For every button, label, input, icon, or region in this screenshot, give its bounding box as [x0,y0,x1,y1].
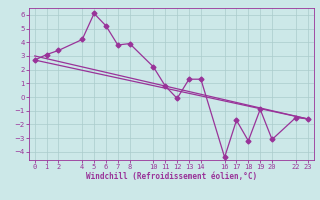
X-axis label: Windchill (Refroidissement éolien,°C): Windchill (Refroidissement éolien,°C) [86,172,257,181]
